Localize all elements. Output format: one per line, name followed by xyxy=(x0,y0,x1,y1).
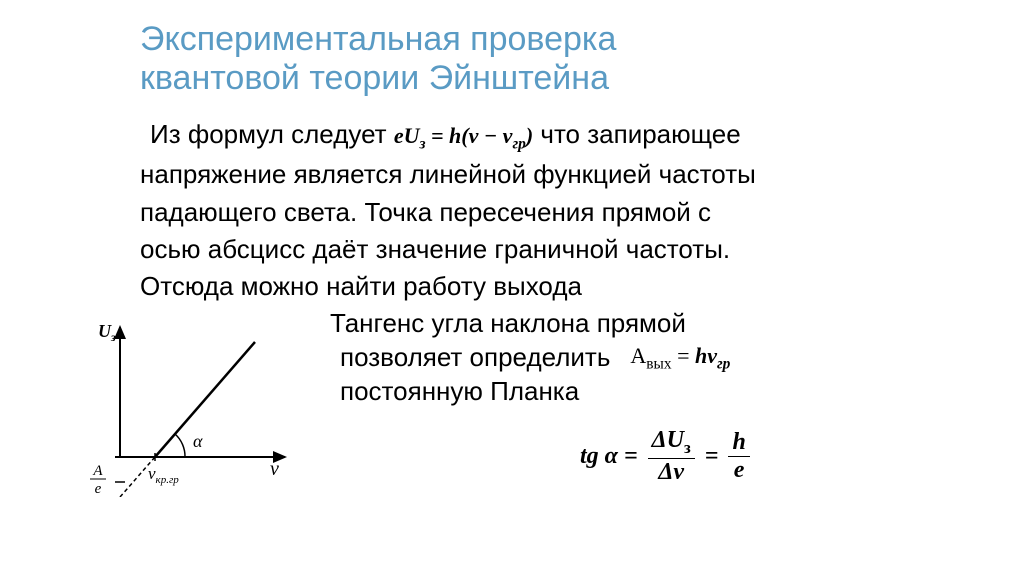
para-line-4: осью абсцисс даёт значение граничной час… xyxy=(140,233,954,266)
frac-1: ΔUз Δv xyxy=(648,427,695,486)
formula-inline: eUз = h(v − vгр) xyxy=(394,123,533,148)
para-post1: что запирающее xyxy=(533,119,741,149)
svg-text:α: α xyxy=(193,431,203,451)
graph-svg: Uз ν α A e νкр.гр xyxy=(60,317,300,497)
slide: Экспериментальная проверка квантовой тео… xyxy=(0,0,1024,574)
tangent-row-2: позволяет определить Aвых = hvгр xyxy=(330,341,954,375)
svg-text:νкр.гр: νкр.гр xyxy=(148,464,179,486)
para-line-2: напряжение является линейной функцией ча… xyxy=(140,158,954,191)
tangent-2: позволяет определить xyxy=(330,341,610,375)
svg-text:A: A xyxy=(92,463,103,479)
para-pre: Из формул следует xyxy=(150,119,394,149)
svg-text:ν: ν xyxy=(270,458,279,480)
frac-2: h e xyxy=(728,429,749,484)
para-line-3: падающего света. Точка пересечения прямо… xyxy=(140,196,954,229)
paragraph: Из формул следует eUз = h(v − vгр) что з… xyxy=(140,118,954,154)
formula-A: Aвых = hvгр xyxy=(630,343,730,373)
tg-lhs: tg α = xyxy=(580,443,638,470)
tangent-text: Тангенс угла наклона прямой позволяет оп… xyxy=(320,307,954,497)
svg-text:e: e xyxy=(95,481,102,497)
lower-row: Uз ν α A e νкр.гр Тангенс угла наклона п… xyxy=(140,307,954,497)
tangent-1: Тангенс угла наклона прямой xyxy=(330,307,954,341)
formula-tg: tg α = ΔUз Δv = h e xyxy=(580,427,954,486)
slide-title: Экспериментальная проверка квантовой тео… xyxy=(140,20,954,98)
graph-container: Uз ν α A e νкр.гр xyxy=(60,317,320,497)
eq-2: = xyxy=(705,443,719,470)
title-line-2: квантовой теории Эйнштейна xyxy=(140,59,609,97)
tangent-3: постоянную Планка xyxy=(330,375,954,409)
svg-text:Uз: Uз xyxy=(98,321,116,344)
para-line-5: Отсюда можно найти работу выхода xyxy=(140,270,954,303)
title-line-1: Экспериментальная проверка xyxy=(140,20,616,58)
